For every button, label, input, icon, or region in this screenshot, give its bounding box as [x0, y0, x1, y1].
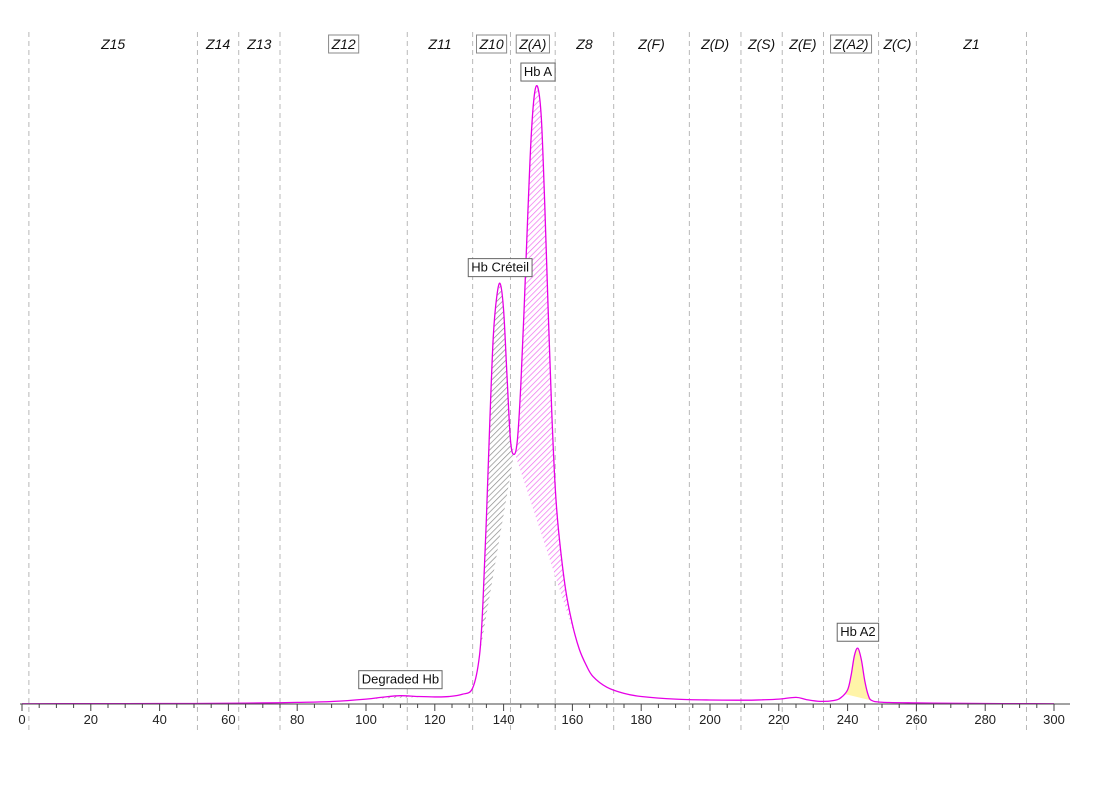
peak-label: Hb Créteil [471, 260, 529, 275]
zone-label: Z1 [962, 36, 979, 52]
x-tick-label: 240 [837, 712, 859, 727]
peak-label-box [836, 622, 880, 642]
zone-label: Z(F) [637, 36, 664, 52]
x-tick-label: 100 [355, 712, 377, 727]
zone-label-box [830, 34, 873, 54]
x-tick-label: 180 [630, 712, 652, 727]
x-tick-label: 60 [221, 712, 235, 727]
peak-area [479, 283, 514, 656]
zone-label: Z(A2) [833, 36, 869, 52]
peak-fills [366, 88, 872, 701]
x-tick-label: 300 [1043, 712, 1065, 727]
zone-label: Z12 [331, 36, 356, 52]
zone-label: Z11 [427, 36, 451, 52]
zone-label: Z13 [246, 36, 271, 52]
zone-label: Z(A) [518, 36, 546, 52]
x-tick-label: 0 [18, 712, 25, 727]
peak-label: Degraded Hb [362, 672, 439, 687]
x-tick-label: 20 [84, 712, 98, 727]
peak-label: Hb A [524, 64, 553, 79]
peak-label: Hb A2 [840, 624, 875, 639]
x-tick-label: 40 [152, 712, 166, 727]
x-tick-label: 260 [906, 712, 928, 727]
peak-label-box [520, 62, 556, 82]
x-axis: 0 20 40 60 80 100 120 140 160 180 200 220 240 260 280 3… [18, 703, 1070, 727]
x-tick-label: 160 [562, 712, 584, 727]
x-tick-label: 200 [699, 712, 721, 727]
x-tick-label: 220 [768, 712, 790, 727]
x-tick-label: 120 [424, 712, 446, 727]
zone-label-box [328, 34, 360, 54]
zone-label: Z15 [100, 36, 125, 52]
zone-label: Z(C) [882, 36, 911, 52]
peak-area [510, 88, 580, 650]
zone-label: Z14 [205, 36, 230, 52]
zone-label: Z(S) [747, 36, 775, 52]
peak-label-box [358, 670, 443, 690]
x-tick-label: 80 [290, 712, 304, 727]
zone-label: Z(D) [700, 36, 729, 52]
zone-label: Z(E) [788, 36, 816, 52]
x-tick-label: 280 [974, 712, 996, 727]
zone-label: Z8 [575, 36, 593, 52]
trace-line [21, 84, 1055, 705]
trace-layer [21, 84, 1055, 705]
x-tick-label: 140 [493, 712, 515, 727]
zone-label-box [475, 34, 508, 54]
peak-label-box [467, 258, 533, 278]
peak-area [844, 648, 872, 701]
peak-labels: Degraded Hb Hb Créteil Hb A Hb A2 [358, 62, 880, 690]
zone-label-box [515, 34, 550, 54]
zone-label: Z10 [478, 36, 503, 52]
zone-lines: Z15 Z14 Z13 Z12 Z11 Z10 Z(A) Z8 Z(F) Z(D) Z(S) Z(E)… [28, 32, 1027, 734]
